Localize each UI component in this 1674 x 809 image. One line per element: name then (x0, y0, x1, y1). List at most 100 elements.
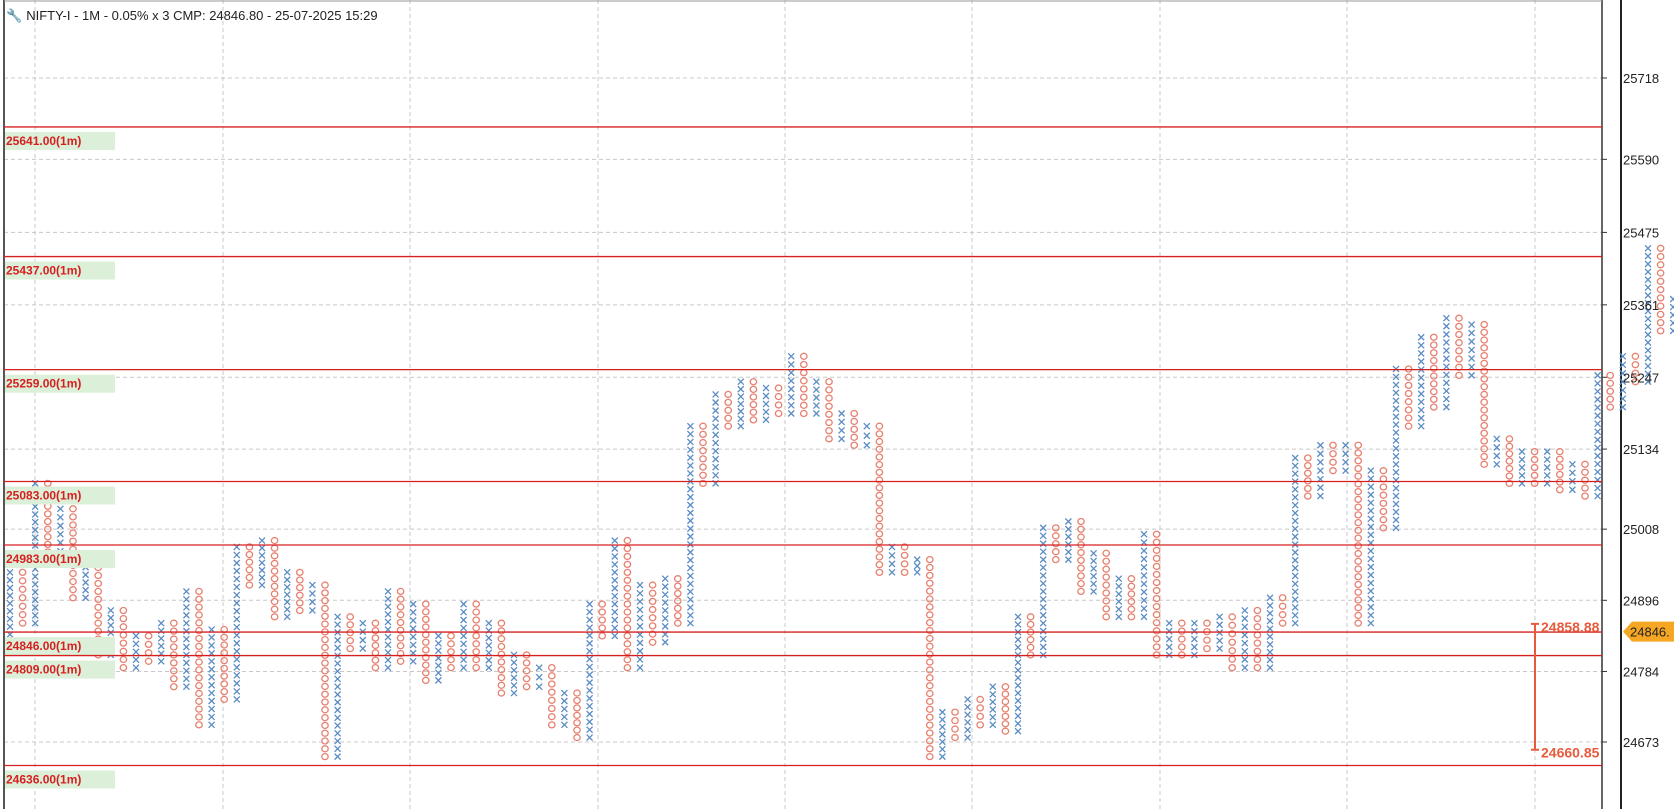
o-mark (875, 561, 884, 569)
o-mark (270, 590, 279, 598)
x-mark (1064, 533, 1072, 541)
o-mark (547, 721, 556, 729)
o-mark (421, 661, 430, 669)
o-column (1102, 549, 1111, 621)
x-mark (1342, 467, 1350, 475)
x-mark (1392, 381, 1400, 389)
o-mark (472, 600, 481, 608)
y-tick-label: 25247 (1623, 370, 1659, 385)
x-mark (1039, 627, 1047, 635)
x-mark (611, 545, 619, 552)
x-mark (661, 614, 669, 622)
o-mark (270, 559, 279, 568)
o-mark (1127, 597, 1136, 606)
x-mark (1417, 390, 1425, 398)
x-mark (913, 556, 921, 564)
o-mark (497, 627, 506, 635)
x-mark (787, 393, 795, 401)
x-mark (737, 378, 745, 386)
o-mark (648, 589, 657, 597)
o-mark (1404, 406, 1413, 414)
o-mark (799, 401, 808, 409)
o-mark (421, 608, 430, 616)
x-mark (787, 401, 795, 409)
o-mark (472, 640, 481, 648)
o-mark (699, 438, 707, 447)
o-mark (220, 656, 229, 665)
x-mark (132, 656, 140, 664)
x-mark (334, 745, 342, 753)
x-mark (1190, 627, 1198, 635)
chart-title-text: NIFTY-I - 1M - 0.05% x 3 CMP: 24846.80 -… (26, 8, 378, 23)
x-mark (1039, 540, 1047, 548)
o-mark (623, 576, 632, 584)
o-mark (1077, 572, 1085, 580)
o-mark (648, 581, 657, 589)
o-mark (1455, 347, 1463, 355)
x-mark (1316, 492, 1324, 500)
o-mark (699, 471, 707, 479)
o-mark (1001, 690, 1010, 698)
o-mark (1152, 619, 1161, 627)
o-mark (195, 689, 203, 698)
o-mark (94, 579, 103, 588)
x-mark (233, 687, 241, 695)
x-column (1014, 613, 1022, 735)
o-mark (1026, 613, 1035, 621)
x-mark (1367, 595, 1375, 603)
o-mark (144, 640, 153, 649)
o-mark (724, 406, 733, 414)
x-mark (1417, 414, 1425, 422)
o-column (1530, 447, 1539, 488)
o-mark (1152, 570, 1161, 579)
o-mark (623, 592, 632, 600)
o-mark (321, 667, 329, 675)
x-mark (31, 596, 39, 604)
target-label: 24858.88 (1541, 619, 1600, 635)
o-mark (1354, 604, 1363, 612)
x-mark (1442, 314, 1450, 322)
o-mark (1455, 314, 1463, 322)
o-mark (1051, 532, 1060, 540)
x-mark (586, 655, 594, 663)
o-mark (321, 674, 329, 683)
o-mark (1656, 294, 1665, 302)
o-mark (1253, 614, 1262, 623)
x-mark (1669, 311, 1674, 319)
x-mark (460, 640, 468, 648)
x-mark (1241, 623, 1249, 631)
o-column (850, 409, 859, 449)
x-mark (1190, 635, 1198, 643)
x-mark (1417, 358, 1425, 365)
o-mark (1354, 526, 1363, 535)
o-mark (245, 581, 254, 589)
o-mark (321, 690, 329, 698)
o-mark (1631, 378, 1640, 386)
x-mark (964, 695, 972, 703)
x-column (1392, 365, 1400, 532)
x-mark (1291, 517, 1299, 525)
o-mark (699, 430, 707, 439)
x-mark (334, 667, 342, 675)
wrench-icon[interactable]: 🔧 (6, 8, 23, 23)
o-mark (421, 669, 430, 677)
x-mark (1417, 333, 1425, 341)
o-mark (18, 594, 27, 602)
x-mark (611, 624, 619, 632)
x-mark (1291, 588, 1299, 596)
x-mark (1014, 643, 1022, 651)
o-mark (1127, 613, 1136, 621)
o-mark (1303, 492, 1312, 500)
x-mark (686, 611, 694, 619)
o-mark (1429, 387, 1438, 396)
x-column (838, 410, 846, 443)
o-mark (195, 611, 203, 619)
x-mark (1039, 572, 1047, 579)
o-mark (598, 608, 607, 616)
x-mark (1090, 572, 1098, 580)
o-mark (925, 611, 934, 619)
x-mark (1090, 587, 1098, 595)
x-mark (1316, 441, 1324, 449)
